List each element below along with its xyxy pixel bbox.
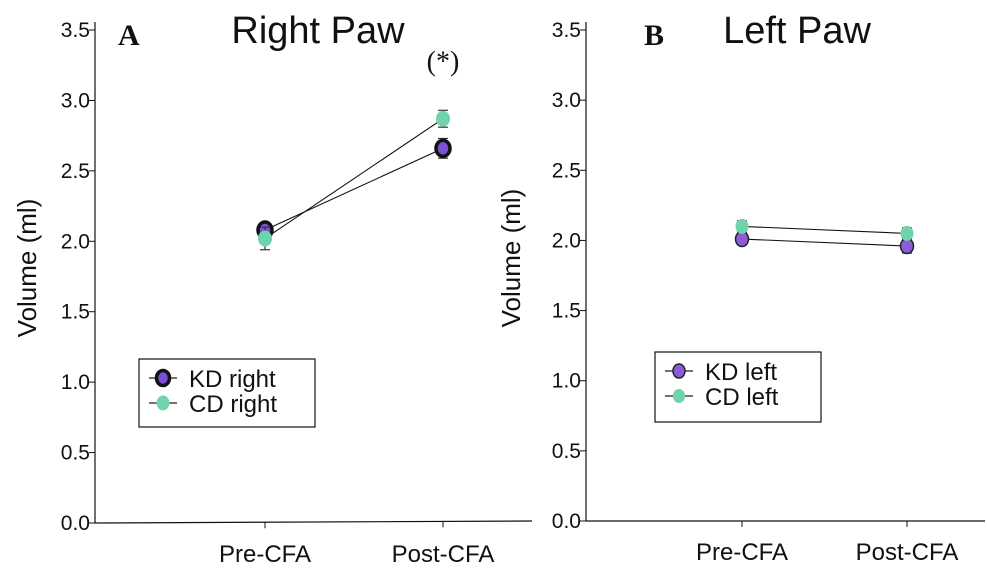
- x-tick-label: Pre-CFA: [696, 539, 788, 566]
- y-tick-label: 1.5: [552, 300, 581, 323]
- y-tick-label: 2.5: [61, 160, 90, 183]
- panel-letter: B: [644, 19, 664, 52]
- data-point: [258, 230, 272, 247]
- series-kd-left: [734, 230, 915, 255]
- data-point: [434, 138, 452, 159]
- y-tick-label: 0.5: [552, 440, 581, 463]
- y-tick-label: 0.0: [552, 510, 581, 533]
- y-tick-label: 1.0: [61, 371, 90, 394]
- data-point: [735, 218, 749, 234]
- legend-label: KD left: [705, 359, 777, 386]
- panel-letter: A: [118, 19, 140, 52]
- y-tick-label: 2.5: [552, 159, 581, 182]
- panel-b: 0.0 0.5 1.0 1.5 2.0 2.5 3.0 3.5 Pre-CFA Post-CFA V…: [496, 10, 985, 566]
- legend-label: CD right: [189, 391, 277, 418]
- panel-a: 0.0 0.5 1.0 1.5 2.0 2.5 3.0 3.5 Pre-CFA Post-CFA V…: [12, 10, 533, 568]
- legend-label: KD right: [189, 366, 276, 393]
- legend-swatch-marker: [672, 363, 686, 379]
- chart-title: Left Paw: [723, 10, 871, 52]
- significance-annotation: (*): [427, 46, 460, 77]
- y-tick-label: 3.5: [61, 19, 90, 42]
- legend-label: CD left: [705, 384, 779, 411]
- y-tick-label: 3.0: [61, 89, 90, 112]
- series-cd-right: [258, 109, 450, 251]
- y-tick-label: 1.5: [61, 301, 90, 324]
- y-tick-label: 0.0: [61, 512, 90, 535]
- y-tick-label: 3.0: [552, 89, 581, 112]
- legend-box: [654, 351, 822, 423]
- y-tick-label: 3.5: [552, 19, 581, 42]
- data-point: [900, 225, 914, 241]
- data-point: [436, 110, 450, 127]
- x-tick-label: Pre-CFA: [219, 541, 311, 568]
- y-tick-label: 2.0: [61, 230, 90, 253]
- legend-swatch-marker: [156, 395, 170, 411]
- legend-swatch-marker: [154, 368, 172, 388]
- y-tick-label: 2.0: [552, 229, 581, 252]
- y-tick-label: 0.5: [61, 442, 90, 465]
- series-cd-left: [735, 218, 914, 241]
- chart-title: Right Paw: [231, 10, 405, 52]
- series-line: [741, 225, 908, 234]
- y-tick-label: 1.0: [552, 370, 581, 393]
- series-kd-right: [256, 137, 452, 240]
- y-axis-title: Volume (ml): [496, 189, 526, 328]
- series-line: [264, 147, 444, 231]
- legend-box: [138, 358, 316, 428]
- series-line: [264, 118, 444, 239]
- y-axis-title: Volume (ml): [12, 199, 42, 338]
- x-tick-label: Post-CFA: [392, 541, 495, 568]
- legend-swatch-marker: [673, 389, 685, 403]
- x-axis: [94, 520, 533, 524]
- series-line: [741, 238, 908, 247]
- x-tick-label: Post-CFA: [856, 539, 959, 566]
